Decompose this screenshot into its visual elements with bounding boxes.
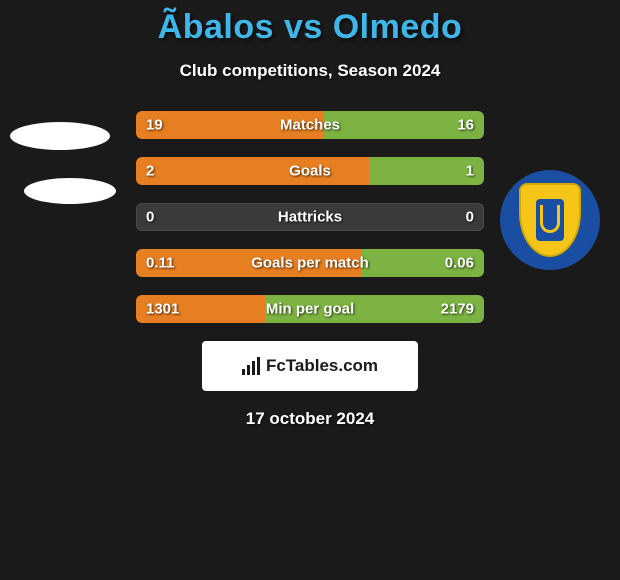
bar-value-right: 0.06 bbox=[445, 255, 474, 272]
bar-value-left: 0.11 bbox=[146, 255, 174, 272]
bar-metric-label: Goals per match bbox=[251, 255, 369, 272]
bar-value-right: 1 bbox=[466, 163, 474, 180]
player-left-avatar-placeholder-2 bbox=[24, 178, 116, 204]
player-right-club-crest bbox=[500, 170, 600, 270]
player-left-avatar-placeholder-1 bbox=[10, 122, 110, 150]
bar-metric-label: Matches bbox=[280, 117, 340, 134]
bar-value-left: 19 bbox=[146, 117, 163, 134]
bar-value-right: 0 bbox=[466, 209, 474, 226]
date-label: 17 october 2024 bbox=[0, 409, 620, 429]
club-crest-inner bbox=[536, 199, 564, 241]
bar-value-left: 1301 bbox=[146, 301, 179, 318]
bar-value-right: 2179 bbox=[441, 301, 474, 318]
bar-chart-icon bbox=[242, 357, 260, 375]
comparison-bars: 19 Matches 16 2 Goals 1 0 Hattricks 0 0.11 Goals p… bbox=[136, 111, 484, 323]
bar-value-left: 0 bbox=[146, 209, 154, 226]
bar-row: 1301 Min per goal 2179 bbox=[136, 295, 484, 323]
bar-row: 2 Goals 1 bbox=[136, 157, 484, 185]
club-crest-letter-u bbox=[540, 205, 560, 233]
page-title: Ãbalos vs Olmedo bbox=[0, 0, 620, 47]
bar-metric-label: Min per goal bbox=[266, 301, 354, 318]
bar-metric-label: Hattricks bbox=[278, 209, 342, 226]
subtitle: Club competitions, Season 2024 bbox=[0, 61, 620, 81]
bar-fill-left bbox=[136, 157, 369, 185]
bar-row: 0.11 Goals per match 0.06 bbox=[136, 249, 484, 277]
club-crest-shield bbox=[519, 183, 581, 257]
bar-value-right: 16 bbox=[457, 117, 474, 134]
bar-metric-label: Goals bbox=[289, 163, 331, 180]
bar-value-left: 2 bbox=[146, 163, 154, 180]
branding-text: FcTables.com bbox=[266, 356, 378, 376]
branding-box: FcTables.com bbox=[202, 341, 418, 391]
bar-row: 0 Hattricks 0 bbox=[136, 203, 484, 231]
bar-row: 19 Matches 16 bbox=[136, 111, 484, 139]
